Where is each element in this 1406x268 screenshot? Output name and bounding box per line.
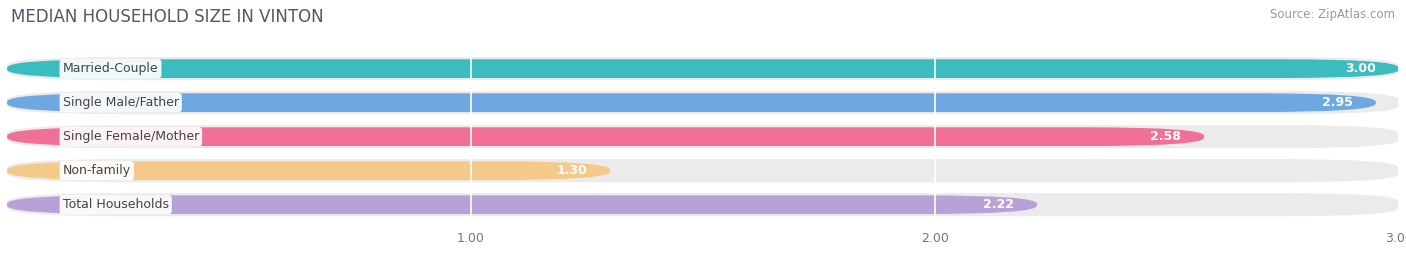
- Text: Source: ZipAtlas.com: Source: ZipAtlas.com: [1270, 8, 1395, 21]
- Text: 1.30: 1.30: [557, 164, 588, 177]
- Text: 2.22: 2.22: [983, 198, 1014, 211]
- FancyBboxPatch shape: [7, 93, 1376, 112]
- Text: Non-family: Non-family: [63, 164, 131, 177]
- Text: 2.58: 2.58: [1150, 130, 1181, 143]
- Text: MEDIAN HOUSEHOLD SIZE IN VINTON: MEDIAN HOUSEHOLD SIZE IN VINTON: [11, 8, 323, 26]
- FancyBboxPatch shape: [7, 125, 1399, 148]
- FancyBboxPatch shape: [7, 159, 1399, 182]
- Text: Married-Couple: Married-Couple: [63, 62, 159, 75]
- Text: Total Households: Total Households: [63, 198, 169, 211]
- Text: 2.95: 2.95: [1322, 96, 1353, 109]
- FancyBboxPatch shape: [7, 59, 1399, 78]
- Text: Single Female/Mother: Single Female/Mother: [63, 130, 200, 143]
- FancyBboxPatch shape: [7, 127, 1204, 146]
- FancyBboxPatch shape: [7, 161, 610, 180]
- Text: Single Male/Father: Single Male/Father: [63, 96, 179, 109]
- Text: 3.00: 3.00: [1346, 62, 1376, 75]
- FancyBboxPatch shape: [7, 91, 1399, 114]
- FancyBboxPatch shape: [7, 57, 1399, 80]
- FancyBboxPatch shape: [7, 195, 1038, 214]
- FancyBboxPatch shape: [7, 193, 1399, 216]
